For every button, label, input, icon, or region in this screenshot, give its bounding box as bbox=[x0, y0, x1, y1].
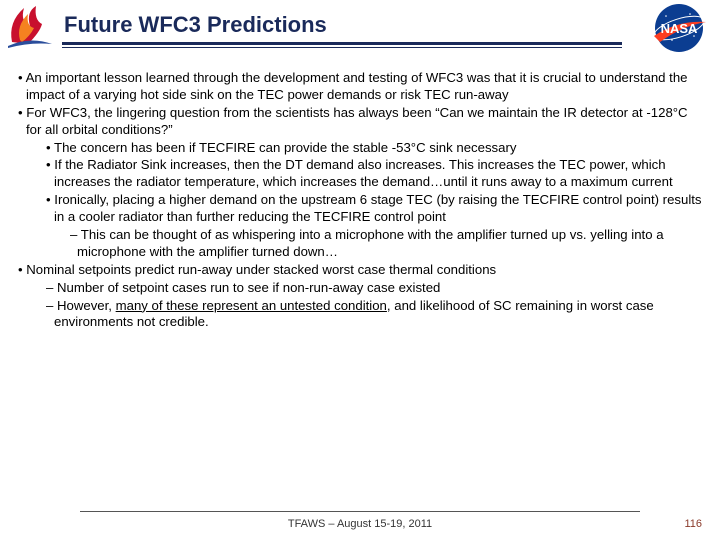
bullet-text-underlined: many of these represent an untested cond… bbox=[116, 298, 387, 313]
bullet-level-0: • For WFC3, the lingering question from … bbox=[18, 105, 702, 139]
bullet-text: For WFC3, the lingering question from th… bbox=[26, 105, 688, 137]
slide-title: Future WFC3 Predictions bbox=[64, 12, 720, 38]
bullet-level-0: • Nominal setpoints predict run-away und… bbox=[18, 262, 702, 279]
bullet-text: This can be thought of as whispering int… bbox=[77, 227, 664, 259]
bullet-text: The concern has been if TECFIRE can prov… bbox=[54, 140, 516, 155]
bullet-level-1: • If the Radiator Sink increases, then t… bbox=[46, 157, 702, 191]
slide-body: • An important lesson learned through th… bbox=[0, 62, 720, 331]
footer-rule bbox=[80, 511, 640, 512]
bullet-level-1: • The concern has been if TECFIRE can pr… bbox=[46, 140, 702, 157]
title-underline bbox=[62, 42, 622, 48]
page-number: 116 bbox=[684, 518, 702, 530]
bullet-text: Ironically, placing a higher demand on t… bbox=[54, 192, 702, 224]
bullet-text-pre: However, bbox=[57, 298, 116, 313]
bullet-text: Number of setpoint cases run to see if n… bbox=[57, 280, 440, 295]
bullet-level-1: • Ironically, placing a higher demand on… bbox=[46, 192, 702, 226]
bullet-level-1-dash: – Number of setpoint cases run to see if… bbox=[46, 280, 702, 297]
bullet-level-0: • An important lesson learned through th… bbox=[18, 70, 702, 104]
bullet-text: An important lesson learned through the … bbox=[26, 70, 688, 102]
bullet-text: If the Radiator Sink increases, then the… bbox=[54, 157, 673, 189]
slide-header: Future WFC3 Predictions bbox=[0, 0, 720, 62]
footer-text: TFAWS – August 15-19, 2011 bbox=[0, 518, 720, 530]
bullet-text: Nominal setpoints predict run-away under… bbox=[26, 262, 496, 277]
bullet-level-2: – This can be thought of as whispering i… bbox=[70, 227, 702, 261]
slide-footer: TFAWS – August 15-19, 2011 bbox=[0, 511, 720, 530]
bullet-level-1-dash: – However, many of these represent an un… bbox=[46, 298, 702, 332]
